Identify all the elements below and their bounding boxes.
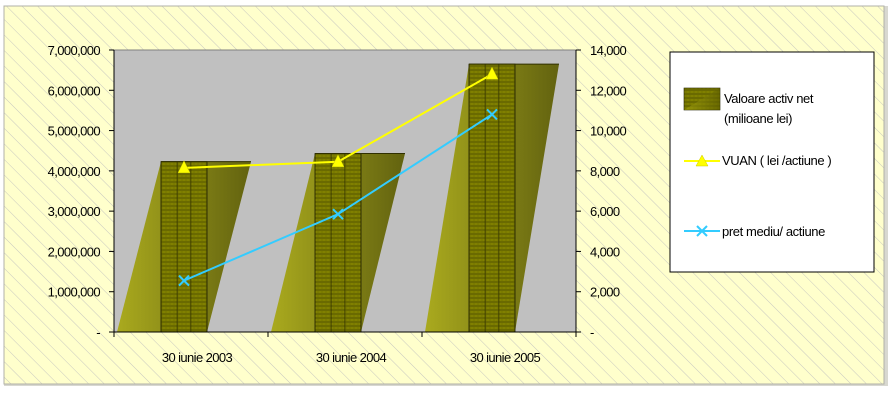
data-point — [177, 160, 191, 174]
bar-group — [271, 153, 405, 333]
y-left-tick-label: 3,000,000 — [48, 204, 101, 219]
y-left-tick-label: 7,000,000 — [48, 43, 101, 58]
legend-label-pret-mediu: pret mediu/ actiune — [722, 224, 825, 239]
x-tick-label: 30 iunie 2005 — [470, 350, 541, 365]
legend-entry-pret-mediu: pret mediu/ actiune — [684, 224, 826, 239]
bar — [468, 63, 516, 333]
data-point-stroke — [178, 274, 190, 287]
y-left-tick-label: 4,000,000 — [48, 164, 101, 179]
legend: Valoare activ net (milioane lei) VUAN ( … — [669, 51, 875, 273]
x-tick-label: 30 iunie 2004 — [316, 350, 387, 365]
bar-group — [117, 161, 251, 333]
y-right-tick-label: 12,000 — [590, 83, 627, 98]
legend-swatch-activ-net-wedge — [684, 88, 720, 110]
data-point-stroke — [486, 108, 498, 121]
legend-label-vuan: VUAN ( lei /actiune ) — [722, 153, 831, 168]
data-point — [485, 66, 499, 80]
legend-entry-vuan: VUAN ( lei /actiune ) — [684, 153, 832, 168]
y-right-tick-label: 2,000 — [590, 285, 620, 300]
y-right-tick-label: - — [590, 325, 594, 340]
legend-marker-pret-mediu — [696, 225, 708, 237]
data-point — [331, 154, 345, 168]
y-left-tick-label: - — [96, 325, 100, 340]
y-left-tick-label: 6,000,000 — [48, 83, 101, 98]
legend-label-activ-net-line2: (milioane lei) — [724, 111, 792, 126]
bars-layer — [117, 63, 559, 333]
bar — [160, 161, 208, 333]
y-right-tick-label: 8,000 — [590, 164, 620, 179]
data-point — [486, 108, 498, 121]
data-point — [178, 274, 190, 287]
bar-group — [425, 63, 559, 333]
y-right-tick-label: 6,000 — [590, 204, 620, 219]
y-left-tick-label: 5,000,000 — [48, 124, 101, 139]
bar — [314, 153, 362, 333]
legend-marker-vuan — [695, 154, 709, 167]
x-tick-label: 30 iunie 2003 — [162, 350, 233, 365]
y-right-tick-label: 14,000 — [590, 43, 627, 58]
legend-label-activ-net-line1: Valoare activ net — [724, 91, 814, 106]
y-left-tick-label: 1,000,000 — [48, 285, 101, 300]
data-point — [332, 208, 344, 220]
y-left-tick-label: 2,000,000 — [48, 244, 101, 259]
y-right-tick-label: 10,000 — [590, 124, 627, 139]
axes-layer: - 1,000,000 2,000,000 3,000,000 4,000,000 5,0… — [48, 43, 628, 365]
y-right-tick-label: 4,000 — [590, 244, 620, 259]
line-series — [177, 66, 499, 174]
line-series — [178, 108, 498, 287]
data-point-stroke — [332, 208, 344, 220]
legend-entry-activ-net: Valoare activ net (milioane lei) — [683, 87, 814, 126]
lines-layer — [177, 66, 499, 287]
